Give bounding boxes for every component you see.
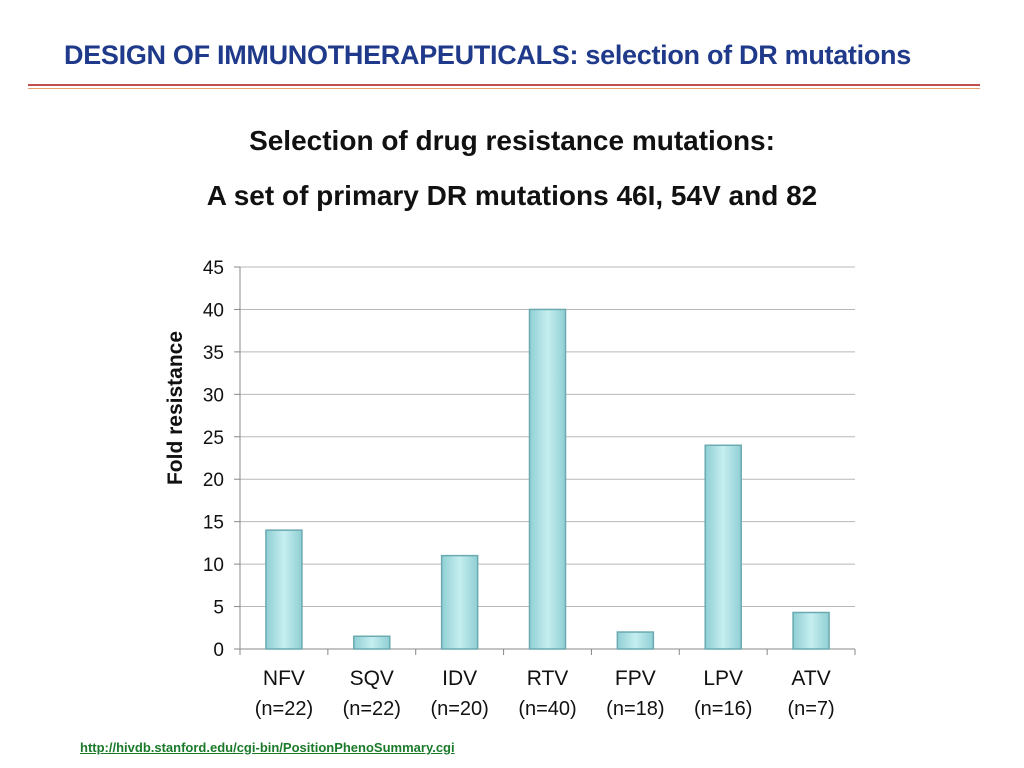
- x-category-count: (n=7): [787, 698, 834, 720]
- x-category-count: (n=40): [518, 698, 576, 720]
- x-category-count: (n=20): [430, 698, 488, 720]
- y-tick-label: 5: [213, 598, 224, 619]
- y-tick-label: 30: [203, 385, 224, 406]
- title-divider-accent: [28, 88, 980, 89]
- slide-title: DESIGN OF IMMUNOTHERAPEUTICALS: selectio…: [64, 40, 911, 70]
- x-category-count: (n=18): [606, 698, 664, 720]
- x-category-label: RTV: [527, 667, 569, 690]
- x-category-label: FPV: [615, 667, 656, 690]
- bar-rtv: [528, 308, 567, 650]
- bar-sqv: [353, 635, 391, 650]
- x-category-count: (n=22): [343, 698, 401, 720]
- x-category-label: IDV: [442, 667, 477, 690]
- axis-labels: 0 5 10 15 20 25 30 35 40 45 NFV (n=22) SQV (n=22) IDV (…: [203, 258, 835, 720]
- bars: [265, 308, 830, 650]
- bar-atv: [792, 611, 830, 650]
- y-tick-label: 20: [203, 470, 224, 491]
- bar-idv: [440, 554, 479, 650]
- x-category-count: (n=16): [694, 698, 752, 720]
- subtitle-line-1: Selection of drug resistance mutations:: [249, 125, 775, 156]
- bar-lpv: [704, 444, 742, 650]
- y-tick-label: 40: [203, 300, 224, 321]
- bar-fpv: [616, 631, 655, 650]
- y-tick-label: 0: [213, 640, 224, 661]
- source-link[interactable]: http://hivdb.stanford.edu/cgi-bin/Positi…: [80, 740, 455, 755]
- y-axis-label: Fold resistance: [164, 331, 187, 485]
- bar-nfv: [265, 529, 303, 650]
- x-category-count: (n=22): [255, 698, 313, 720]
- subtitle-line-2: A set of primary DR mutations 46I, 54V a…: [206, 180, 818, 211]
- x-category-label: SQV: [350, 667, 394, 690]
- y-tick-label: 45: [203, 258, 224, 279]
- x-category-label: NFV: [263, 667, 305, 690]
- title-divider: [28, 84, 980, 86]
- y-tick-label: 10: [203, 555, 224, 576]
- y-tick-label: 35: [203, 343, 224, 364]
- y-tick-label: 25: [203, 428, 224, 449]
- x-category-label: LPV: [703, 667, 743, 690]
- y-tick-label: 15: [203, 513, 224, 534]
- bar-chart: 0 5 10 15 20 25 30 35 40 45 NFV (n=22) SQV (n=22) IDV (…: [164, 258, 856, 720]
- x-category-label: ATV: [791, 667, 830, 690]
